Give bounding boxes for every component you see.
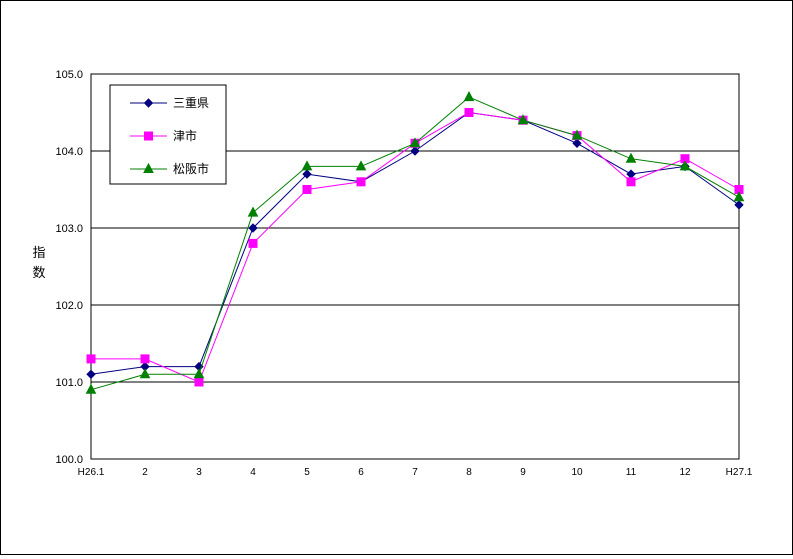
x-axis-tick-labels: H26.1 2 3 4 5 6 7 8 9 10 11 12 H27.1 bbox=[78, 467, 753, 478]
data-point bbox=[302, 185, 312, 194]
data-point bbox=[464, 108, 474, 117]
data-point bbox=[301, 160, 313, 171]
data-point bbox=[463, 91, 475, 102]
x-tick-label: H27.1 bbox=[726, 467, 753, 478]
data-point bbox=[733, 191, 745, 202]
legend-entry: 三重県 bbox=[130, 96, 209, 110]
y-axis-label: 指 数 bbox=[32, 245, 45, 280]
y-tick-label: 105.0 bbox=[55, 69, 83, 81]
data-point bbox=[734, 200, 744, 210]
y-axis-tick-labels: 100.0 101.0 102.0 103.0 104.0 105.0 bbox=[55, 69, 83, 466]
legend-box bbox=[109, 84, 227, 185]
data-point bbox=[193, 368, 205, 379]
x-tick-label: 11 bbox=[626, 467, 637, 478]
y-tick-label: 104.0 bbox=[55, 146, 83, 158]
data-point bbox=[139, 368, 151, 379]
x-tick-label: 6 bbox=[358, 467, 364, 478]
legend-entry: 津市 bbox=[130, 128, 197, 143]
legend-label: 三重県 bbox=[173, 96, 209, 110]
legend-label: 松阪市 bbox=[173, 161, 209, 176]
data-point bbox=[86, 369, 96, 380]
x-tick-label: 9 bbox=[520, 467, 526, 478]
series-3 bbox=[85, 91, 745, 394]
data-point bbox=[194, 377, 204, 387]
data-point bbox=[679, 160, 691, 171]
data-point bbox=[410, 146, 420, 156]
legend-marker bbox=[143, 162, 154, 173]
data-point bbox=[85, 383, 97, 394]
data-point bbox=[625, 152, 637, 163]
y-axis-label-char-1: 指 bbox=[32, 245, 45, 260]
data-point bbox=[409, 137, 421, 148]
data-point bbox=[248, 238, 258, 248]
y-tick-label: 102.0 bbox=[55, 300, 83, 312]
data-point bbox=[247, 206, 259, 217]
legend-marker bbox=[144, 131, 153, 141]
data-point bbox=[356, 177, 366, 187]
data-point bbox=[572, 138, 582, 149]
x-tick-label: 12 bbox=[679, 467, 691, 478]
x-tick-label: 3 bbox=[196, 467, 202, 478]
series-layer bbox=[85, 91, 745, 394]
y-tick-label: 103.0 bbox=[55, 223, 83, 235]
legend-marker bbox=[143, 98, 154, 108]
x-tick-label: 8 bbox=[466, 467, 472, 478]
data-point bbox=[140, 354, 150, 364]
data-point bbox=[626, 177, 636, 187]
y-tick-label: 101.0 bbox=[55, 377, 83, 389]
data-point bbox=[355, 160, 367, 171]
legend-entry: 松阪市 bbox=[130, 161, 209, 176]
x-tick-label: H26.1 bbox=[78, 467, 105, 478]
y-tick-label: 100.0 bbox=[55, 454, 83, 466]
x-tick-label: 2 bbox=[142, 467, 148, 478]
data-point bbox=[302, 169, 312, 179]
y-axis-label-char-2: 数 bbox=[32, 265, 45, 280]
data-point bbox=[86, 354, 96, 364]
legend-label: 津市 bbox=[173, 128, 197, 143]
data-point bbox=[248, 223, 258, 233]
data-point bbox=[571, 129, 583, 140]
x-tick-label: 7 bbox=[412, 467, 418, 478]
x-tick-label: 10 bbox=[571, 467, 583, 478]
x-tick-label: 4 bbox=[250, 467, 256, 478]
data-point bbox=[517, 114, 529, 125]
x-tick-label: 5 bbox=[304, 467, 310, 478]
